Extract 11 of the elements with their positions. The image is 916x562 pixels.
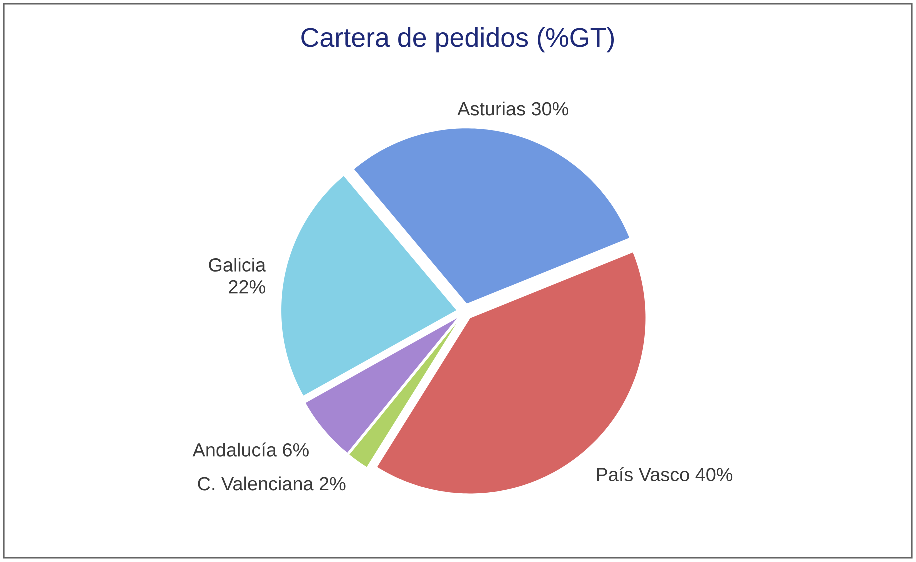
slice-label: País Vasco [597,467,690,482]
data-label: 30% [532,102,568,116]
slice-label: Andalucía [192,442,277,457]
slice-label: Asturias [458,102,526,116]
data-label: 40% [696,468,733,482]
data-label: 2% [320,477,346,491]
data-label: 22% [229,280,266,294]
chart-title: Cartera de pedidos (%GT) [302,27,614,53]
slice-label: C. Valenciana [198,476,314,491]
slice-label: Galicia [209,258,266,272]
data-label: 6% [283,443,309,457]
